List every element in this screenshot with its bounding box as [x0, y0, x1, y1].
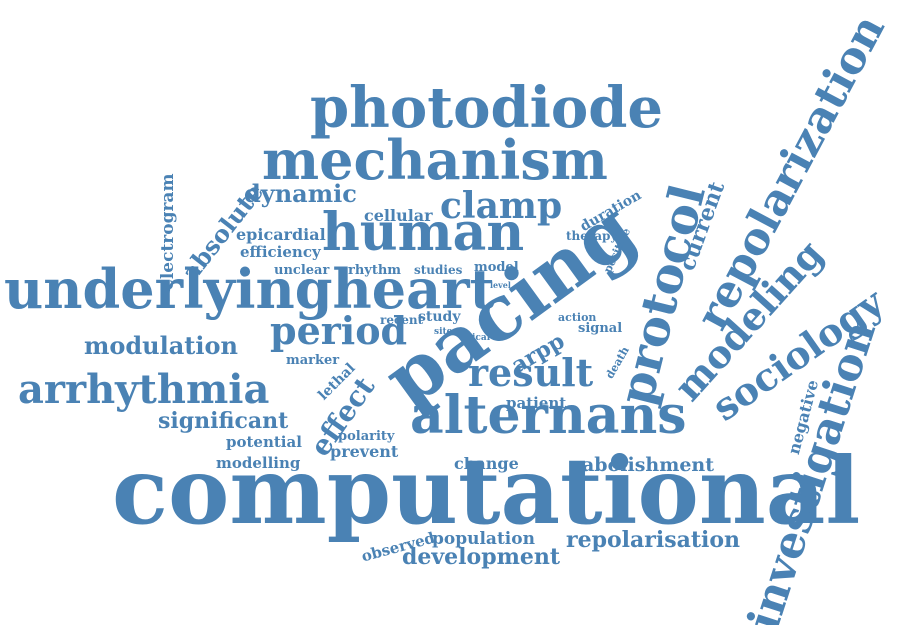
word-cellular: cellular: [364, 208, 433, 224]
word-model: model: [474, 261, 519, 274]
word-marker: marker: [286, 354, 339, 367]
word-rhythm: rhythm: [348, 264, 401, 277]
word-level: level: [490, 281, 511, 289]
word-unclear: unclear: [274, 264, 329, 277]
word-significant: significant: [158, 410, 288, 432]
word-repolarisation: repolarisation: [566, 529, 740, 551]
word-patient: patient: [506, 396, 566, 411]
word-studies: studies: [414, 264, 462, 276]
word-arrhythmia: arrhythmia: [18, 370, 269, 410]
word-recent: recent: [380, 314, 423, 326]
word-efficiency: efficiency: [240, 245, 321, 260]
word-development: development: [402, 546, 560, 568]
word-potential: potential: [226, 435, 302, 450]
word-modelling: modelling: [216, 456, 300, 471]
word-epicardial: epicardial: [236, 227, 326, 243]
word-electrogram: electrogram: [160, 174, 177, 290]
word-abolishment: abolishment: [582, 456, 714, 475]
word-signal: signal: [578, 322, 622, 335]
word-ical: ical: [472, 334, 490, 343]
word-population: population: [432, 531, 535, 548]
word-study: study: [418, 310, 460, 324]
word-therapy: therapy: [566, 230, 617, 242]
word-modulation: modulation: [84, 334, 238, 358]
word-prevent: prevent: [330, 444, 398, 460]
word-change: change: [454, 456, 519, 472]
word-clamp: clamp: [440, 188, 562, 224]
word-site: site: [434, 328, 452, 337]
